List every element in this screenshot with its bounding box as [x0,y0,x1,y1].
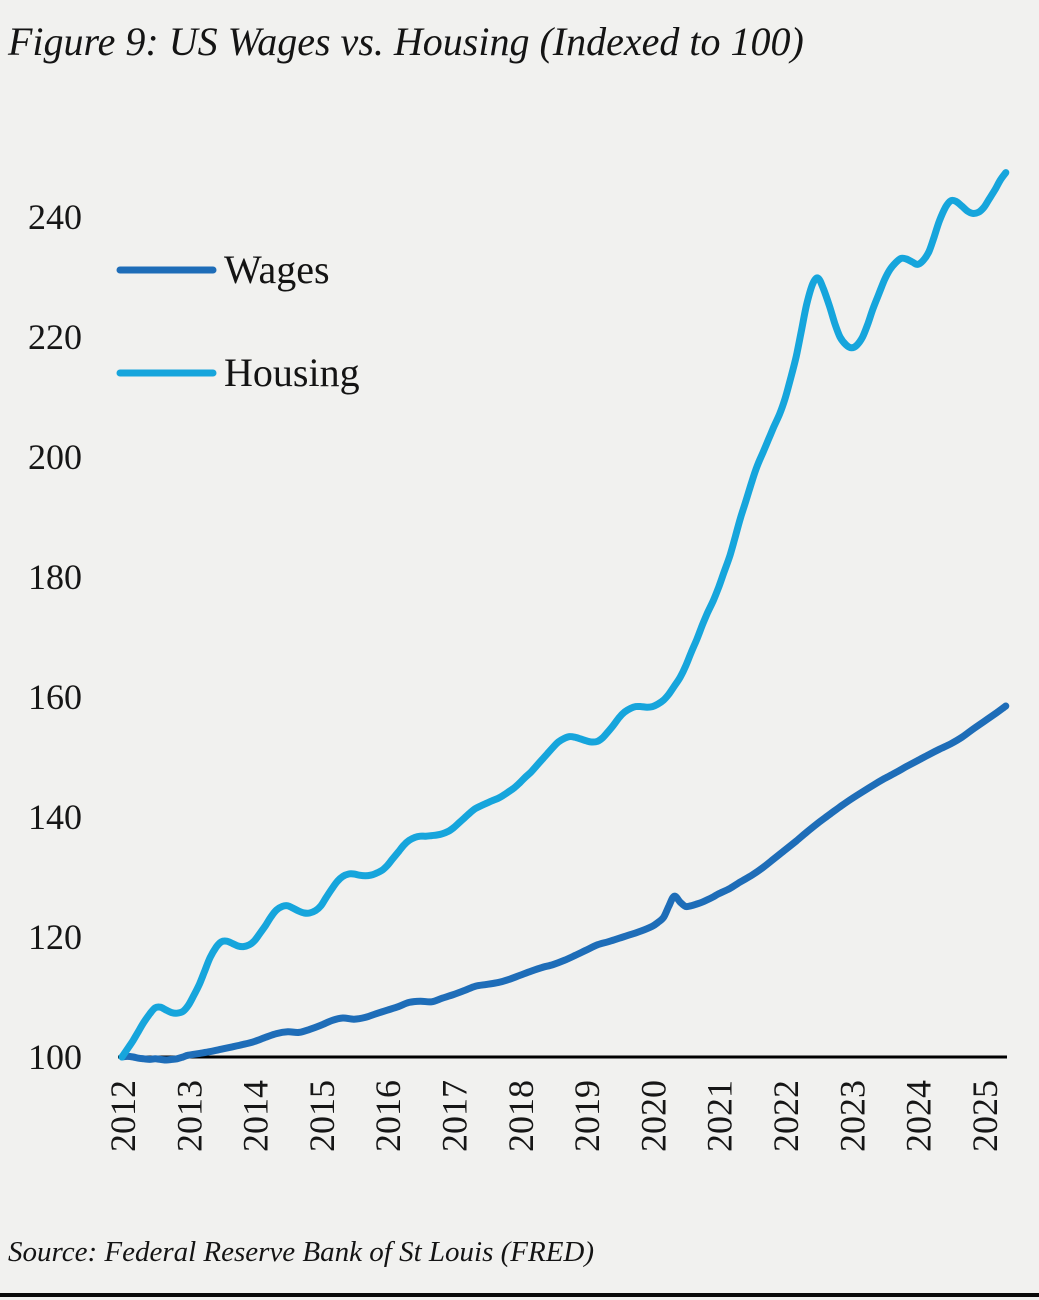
x-axis-label-2021: 2021 [700,1080,740,1152]
y-axis-label-240: 240 [28,197,82,237]
x-axis-label-2023: 2023 [832,1080,872,1152]
legend-item-housing: Housing [116,350,360,395]
x-axis-label-2012: 2012 [103,1080,143,1152]
x-axis-label-2019: 2019 [567,1080,607,1152]
wages-line [118,702,1010,1064]
x-axis-label-2025: 2025 [965,1080,1005,1152]
x-axis-label-2022: 2022 [766,1080,806,1152]
x-axis-label-2017: 2017 [435,1080,475,1152]
x-axis-label-2015: 2015 [302,1080,342,1152]
x-axis-label-2013: 2013 [169,1080,209,1152]
y-axis-label-140: 140 [28,797,82,837]
y-axis-label-100: 100 [28,1037,82,1077]
legend: Wages Housing [116,247,360,395]
bottom-rule [0,1293,1039,1297]
x-axis-label-2018: 2018 [501,1080,541,1152]
x-axis-label-2024: 2024 [899,1080,939,1152]
y-axis-label-220: 220 [28,317,82,357]
y-axis-label-120: 120 [28,917,82,957]
figure-title: Figure 9: US Wages vs. Housing (Indexed … [8,19,804,64]
x-axis-label-2014: 2014 [236,1080,276,1152]
y-axis-label-160: 160 [28,677,82,717]
y-axis-label-200: 200 [28,437,82,477]
legend-item-wages: Wages [116,247,330,292]
source-note: Source: Federal Reserve Bank of St Louis… [8,1236,595,1268]
x-axis-label-2020: 2020 [633,1080,673,1152]
x-axis-label-2016: 2016 [368,1080,408,1152]
legend-label-wages: Wages [224,247,330,292]
legend-label-housing: Housing [224,350,360,395]
housing-line [118,169,1010,1061]
y-axis-label-180: 180 [28,557,82,597]
